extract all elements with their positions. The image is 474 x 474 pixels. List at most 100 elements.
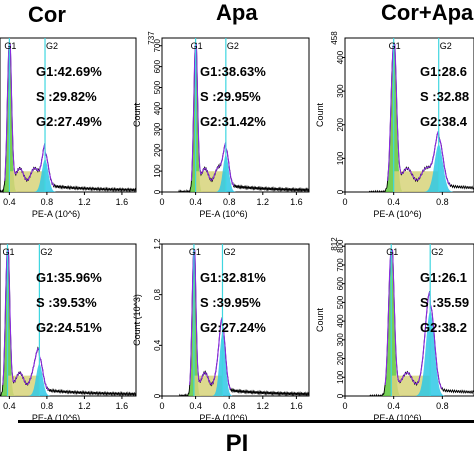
stat-0: G1:26.1 xyxy=(420,270,467,285)
x-tick-label: 0.8 xyxy=(223,401,236,411)
pi-axis-rule xyxy=(18,420,474,423)
model-fit-curve xyxy=(387,43,451,186)
x-tick-label: 0 xyxy=(159,401,164,411)
stat-1: S :29.82% xyxy=(36,89,97,104)
gate-label-g1: G1 xyxy=(386,247,398,257)
y-axis-label: Count xyxy=(315,308,325,333)
plot-frame xyxy=(0,37,137,193)
x-tick-label: 0.8 xyxy=(436,197,449,207)
stat-0: G1:35.96% xyxy=(36,270,102,285)
plot-frame xyxy=(161,243,310,397)
stat-2: G2:38.4 xyxy=(420,114,468,129)
x-tick-label: 0 xyxy=(159,197,164,207)
x-tick-label: 0.8 xyxy=(436,401,449,411)
column-title-cor-apa: Cor+Apa xyxy=(381,0,474,25)
x-tick-label: 1.6 xyxy=(290,197,303,207)
gate-label-g1: G1 xyxy=(389,41,401,51)
column-title-cor: Cor xyxy=(28,2,66,27)
y-tick-label: 500 xyxy=(153,80,162,94)
histogram-panel-4: G1 G2 G1:35.96% S :39.53% G2:24.51% 0.4 0.8 1.2… xyxy=(0,243,137,423)
x-tick-label: 0.4 xyxy=(387,401,400,411)
stat-1: S :39.95% xyxy=(200,295,261,310)
histogram-panel-3: G1 G2 G1:28.6 S :32.88 G2:38.4 0 0.4 0.8 PE-A (1… xyxy=(315,31,474,219)
y-tick-label: 200 xyxy=(153,143,162,157)
x-tick-label: 1.6 xyxy=(116,401,129,411)
gate-label-g2: G2 xyxy=(440,41,452,51)
y-tick-label: 0 xyxy=(153,189,162,194)
y-tick-label: 600 xyxy=(336,276,345,290)
s-phase-area xyxy=(195,171,226,192)
plot-frame xyxy=(0,243,137,397)
y-tick-label: 0.8 xyxy=(153,289,162,301)
x-tick-label: 0.4 xyxy=(189,401,202,411)
x-tick-label: 0.4 xyxy=(189,197,202,207)
y-tick-label: 300 xyxy=(336,333,345,347)
y-tick-label: 400 xyxy=(336,314,345,328)
stat-2: G2:31.42% xyxy=(200,114,266,129)
y-max-label: 458 xyxy=(330,31,339,45)
y-tick-label: 1.2 xyxy=(153,238,162,250)
model-fit-curve xyxy=(4,43,55,187)
x-tick-label: 0 xyxy=(342,401,347,411)
y-tick-label: 400 xyxy=(153,101,162,115)
y-tick-label: 200 xyxy=(336,118,345,132)
model-fit-curve xyxy=(190,43,235,187)
y-tick-label: 100 xyxy=(153,164,162,178)
histogram-panel-2: G1 G2 G1:38.63% S :29.95% G2:31.42% 0 0.4 0.8 1.… xyxy=(132,31,310,219)
x-tick-label: 0 xyxy=(342,197,347,207)
x-tick-label: 0.4 xyxy=(387,197,400,207)
y-tick-label: 0 xyxy=(153,393,162,398)
model-fit-curve xyxy=(189,249,232,390)
histogram-panel-6: G1 G2 G1:26.1 S :35.59 G2:38.2 0 0.4 0.8 PE-A (1… xyxy=(315,237,474,423)
histogram-panel-1: G1 G2 G1:42.69% S :29.82% G2:27.49% 0.4 0.8 1.2… xyxy=(0,37,137,219)
x-tick-label: 1.6 xyxy=(116,197,129,207)
y-tick-label: 0.4 xyxy=(153,339,162,351)
gate-label-g1: G1 xyxy=(4,41,16,51)
stat-1: S :32.88 xyxy=(420,89,469,104)
column-title-apa: Apa xyxy=(216,0,258,25)
stat-0: G1:32.81% xyxy=(200,270,266,285)
x-tick-label: 0.4 xyxy=(3,401,16,411)
gate-label-g1: G1 xyxy=(191,41,203,51)
y-tick-label: 600 xyxy=(153,59,162,73)
y-tick-label: 100 xyxy=(336,151,345,165)
y-tick-label: 800 xyxy=(336,239,345,253)
x-tick-label: 0.8 xyxy=(223,197,236,207)
gate-label-g2: G2 xyxy=(227,41,239,51)
x-axis-label: PE-A (10^6) xyxy=(199,413,247,423)
pi-label: PI xyxy=(225,430,249,457)
x-axis-label: PE-A (10^6) xyxy=(32,413,80,423)
gate-label-g2: G2 xyxy=(431,247,443,257)
stat-1: S :35.59 xyxy=(420,295,469,310)
x-tick-label: 1.2 xyxy=(257,401,270,411)
stat-2: G2:38.2 xyxy=(420,320,467,335)
y-tick-label: 400 xyxy=(336,50,345,64)
stat-0: G1:42.69% xyxy=(36,64,102,79)
gate-label-g1: G1 xyxy=(3,247,15,257)
y-tick-label: 500 xyxy=(336,295,345,309)
x-tick-label: 0.8 xyxy=(41,197,54,207)
x-tick-label: 1.2 xyxy=(257,197,270,207)
x-axis-label: PE-A (10^6) xyxy=(32,209,80,219)
x-tick-label: 1.6 xyxy=(290,401,303,411)
y-axis-label: Count xyxy=(132,103,142,128)
model-fit-curve xyxy=(2,249,49,391)
y-axis-label: Count xyxy=(315,103,325,128)
stat-2: G2:27.24% xyxy=(200,320,266,335)
y-tick-label: 700 xyxy=(336,258,345,272)
stat-1: S :29.95% xyxy=(200,89,261,104)
stat-2: G2:24.51% xyxy=(36,320,102,335)
y-tick-label: 300 xyxy=(336,84,345,98)
y-tick-label: 700 xyxy=(153,39,162,53)
y-axis-label: Count (10^3) xyxy=(132,294,142,346)
x-tick-label: 0.8 xyxy=(41,401,54,411)
y-tick-label: 100 xyxy=(336,370,345,384)
s-phase-area xyxy=(393,171,439,192)
gate-label-g1: G1 xyxy=(189,247,201,257)
stat-2: G2:27.49% xyxy=(36,114,102,129)
gate-label-g2: G2 xyxy=(40,247,52,257)
histogram-panel-5: G1 G2 G1:32.81% S :39.95% G2:27.24% 0 0.4 0.8 1.… xyxy=(132,238,310,423)
stat-1: S :39.53% xyxy=(36,295,97,310)
